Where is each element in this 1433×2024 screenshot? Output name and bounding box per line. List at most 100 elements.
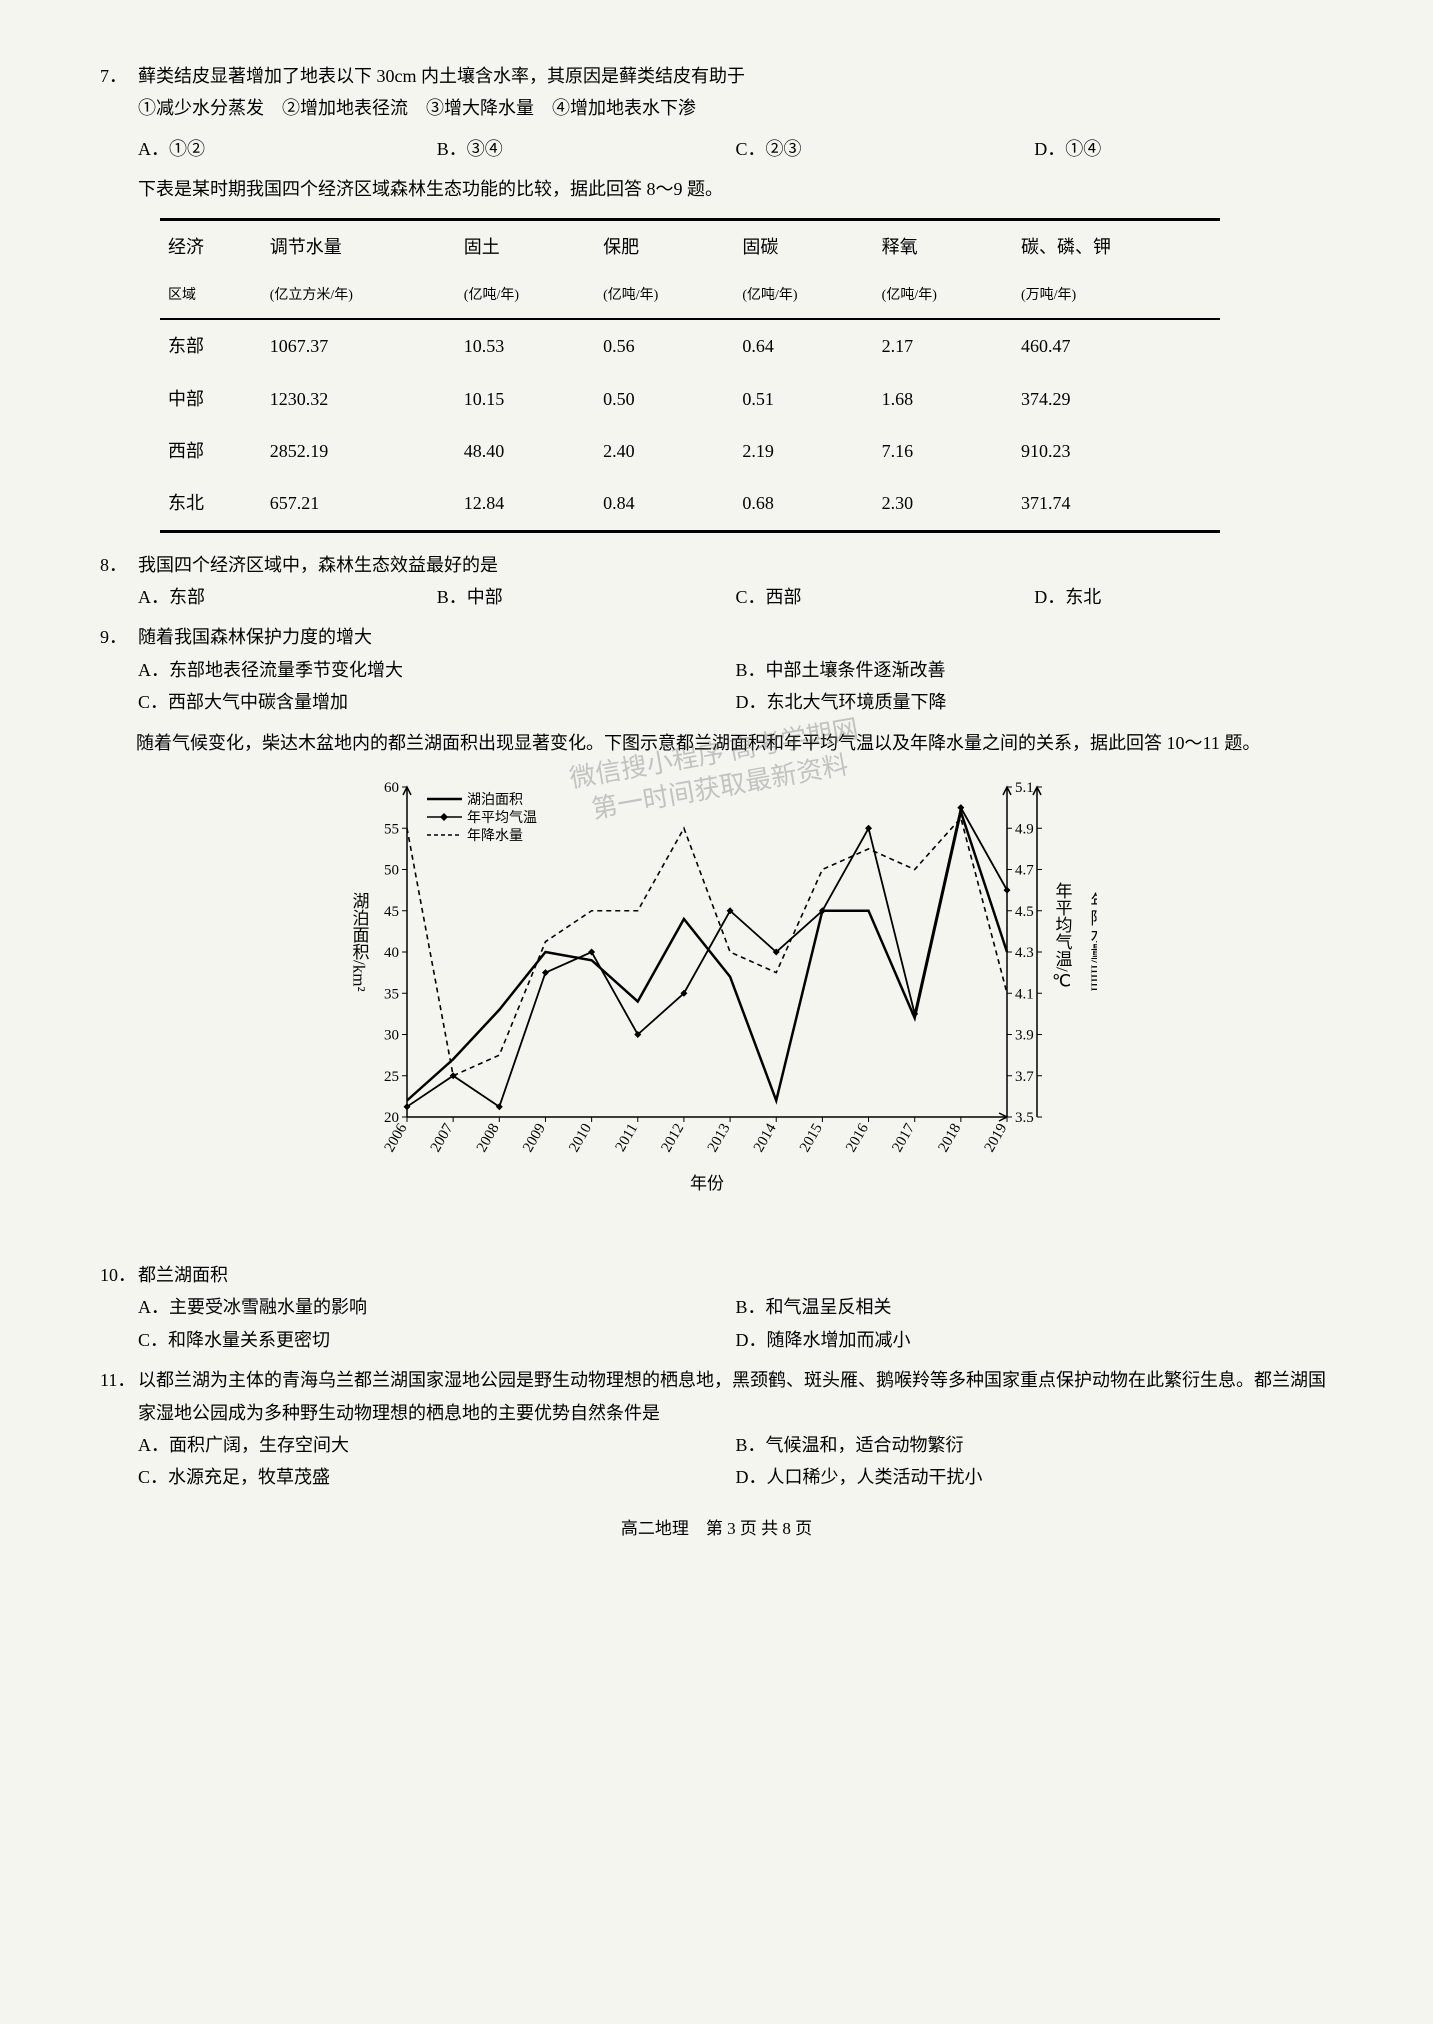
table-cell: 0.68 — [734, 477, 873, 531]
table-cell: 371.74 — [1013, 477, 1220, 531]
svg-text:25: 25 — [384, 1069, 399, 1085]
th-soil: 固土 — [456, 219, 595, 273]
svg-text:4.5: 4.5 — [1015, 904, 1034, 920]
q11-opt-c: C．水源充足，牧草茂盛 — [138, 1461, 736, 1493]
table-row: 东部1067.3710.530.560.642.17460.47 — [160, 319, 1220, 372]
table-cell: 1.68 — [874, 373, 1013, 425]
table-cell: 48.40 — [456, 425, 595, 477]
th-cpk: 碳、磷、钾 — [1013, 219, 1220, 273]
question-10: 10． 都兰湖面积 A．主要受冰雪融水量的影响 B．和气温呈反相关 C．和降水量… — [100, 1259, 1333, 1356]
q9-number: 9． — [100, 621, 138, 653]
q11-opt-b: B．气候温和，适合动物繁衍 — [736, 1429, 1334, 1461]
th-fert: 保肥 — [595, 219, 734, 273]
table-cell: 12.84 — [456, 477, 595, 531]
q11-opt-d: D．人口稀少，人类活动干扰小 — [736, 1461, 1334, 1493]
table-cell: 0.84 — [595, 477, 734, 531]
q8-text: 我国四个经济区域中，森林生态效益最好的是 — [138, 549, 1333, 581]
svg-text:年平均气温: 年平均气温 — [467, 810, 537, 826]
table-cell: 657.21 — [262, 477, 456, 531]
svg-text:2010: 2010 — [566, 1121, 595, 1155]
table-cell: 910.23 — [1013, 425, 1220, 477]
table-cell: 10.53 — [456, 319, 595, 372]
table-intro: 下表是某时期我国四个经济区域森林生态功能的比较，据此回答 8～9 题。 — [100, 173, 1333, 205]
svg-text:35: 35 — [384, 986, 399, 1002]
svg-text:2009: 2009 — [520, 1121, 549, 1155]
table-head-row1: 经济 调节水量 固土 保肥 固碳 释氧 碳、磷、钾 — [160, 219, 1220, 273]
table-row: 中部1230.3210.150.500.511.68374.29 — [160, 373, 1220, 425]
q11-number: 11． — [100, 1364, 138, 1429]
th-soil-u: (亿吨/年) — [456, 273, 595, 319]
th-carbon: 固碳 — [734, 219, 873, 273]
q10-options: A．主要受冰雪融水量的影响 B．和气温呈反相关 C．和降水量关系更密切 D．随降… — [100, 1291, 1333, 1356]
svg-text:年降水量/mm: 年降水量/mm — [1087, 892, 1097, 991]
lake-chart: 2025303540455055603.53.73.94.14.34.54.74… — [337, 767, 1097, 1247]
table-cell: 460.47 — [1013, 319, 1220, 372]
svg-text:5.1: 5.1 — [1015, 780, 1034, 796]
svg-text:4.7: 4.7 — [1015, 863, 1034, 879]
q8-opt-b: B．中部 — [437, 581, 736, 613]
svg-text:4.1: 4.1 — [1015, 986, 1034, 1002]
th-cpk-u: (万吨/年) — [1013, 273, 1220, 319]
q9-text: 随着我国森林保护力度的增大 — [138, 621, 1333, 653]
svg-text:2012: 2012 — [658, 1121, 687, 1155]
svg-text:2019: 2019 — [981, 1121, 1010, 1155]
page-footer: 高二地理 第 3 页 共 8 页 — [100, 1514, 1333, 1545]
svg-text:4.3: 4.3 — [1015, 945, 1034, 961]
q7-opt-d: D．①④ — [1034, 133, 1333, 165]
svg-text:3.9: 3.9 — [1015, 1028, 1034, 1044]
table-cell: 0.51 — [734, 373, 873, 425]
forest-ecology-table: 经济 调节水量 固土 保肥 固碳 释氧 碳、磷、钾 区域 (亿立方米/年) (亿… — [160, 218, 1220, 533]
q9-opt-d: D．东北大气环境质量下降 — [736, 686, 1334, 718]
th-oxygen-u: (亿吨/年) — [874, 273, 1013, 319]
svg-text:2011: 2011 — [612, 1121, 641, 1155]
q10-opt-b: B．和气温呈反相关 — [736, 1291, 1334, 1323]
q8-opt-a: A．东部 — [138, 581, 437, 613]
q7-options: A．①② B．③④ C．②③ D．①④ — [100, 133, 1333, 165]
chart-intro: 随着气候变化，柴达木盆地内的都兰湖面积出现显著变化。下图示意都兰湖面积和年平均气… — [100, 727, 1333, 759]
q7-opt-b: B．③④ — [437, 133, 736, 165]
svg-text:2016: 2016 — [843, 1121, 872, 1155]
th-oxygen: 释氧 — [874, 219, 1013, 273]
q10-text: 都兰湖面积 — [138, 1259, 1333, 1291]
table-cell: 西部 — [160, 425, 262, 477]
q7-subtext: ①减少水分蒸发 ②增加地表径流 ③增大降水量 ④增加地表水下渗 — [100, 92, 1333, 124]
th-region-u: 区域 — [160, 273, 262, 319]
table-cell: 1230.32 — [262, 373, 456, 425]
q7-number: 7． — [100, 60, 138, 92]
question-8: 8． 我国四个经济区域中，森林生态效益最好的是 A．东部 B．中部 C．西部 D… — [100, 549, 1333, 614]
q8-opt-c: C．西部 — [736, 581, 1035, 613]
q9-opt-c: C．西部大气中碳含量增加 — [138, 686, 736, 718]
q8-options: A．东部 B．中部 C．西部 D．东北 — [100, 581, 1333, 613]
q10-opt-c: C．和降水量关系更密切 — [138, 1324, 736, 1356]
table-cell: 374.29 — [1013, 373, 1220, 425]
th-water: 调节水量 — [262, 219, 456, 273]
svg-text:45: 45 — [384, 904, 399, 920]
table-cell: 东部 — [160, 319, 262, 372]
svg-text:2015: 2015 — [796, 1121, 825, 1155]
chart-container: 微信搜小程序 高考学期网 第一时间获取最新资料 2025303540455055… — [100, 767, 1333, 1247]
th-region: 经济 — [160, 219, 262, 273]
q7-opt-a: A．①② — [138, 133, 437, 165]
table-cell: 2.19 — [734, 425, 873, 477]
svg-text:2017: 2017 — [889, 1121, 918, 1155]
q8-number: 8． — [100, 549, 138, 581]
table-head-row2: 区域 (亿立方米/年) (亿吨/年) (亿吨/年) (亿吨/年) (亿吨/年) … — [160, 273, 1220, 319]
table-cell: 10.15 — [456, 373, 595, 425]
svg-text:2007: 2007 — [427, 1121, 456, 1155]
q10-opt-a: A．主要受冰雪融水量的影响 — [138, 1291, 736, 1323]
table-cell: 2.30 — [874, 477, 1013, 531]
question-9: 9． 随着我国森林保护力度的增大 A．东部地表径流量季节变化增大 B．中部土壤条… — [100, 621, 1333, 718]
q9-opt-a: A．东部地表径流量季节变化增大 — [138, 654, 736, 686]
svg-text:年降水量: 年降水量 — [467, 828, 523, 844]
table-cell: 中部 — [160, 373, 262, 425]
table-cell: 2.17 — [874, 319, 1013, 372]
svg-text:2008: 2008 — [473, 1121, 502, 1155]
q8-opt-d: D．东北 — [1034, 581, 1333, 613]
svg-text:湖泊面积: 湖泊面积 — [467, 792, 523, 808]
q9-opt-b: B．中部土壤条件逐渐改善 — [736, 654, 1334, 686]
table-cell: 东北 — [160, 477, 262, 531]
th-water-u: (亿立方米/年) — [262, 273, 456, 319]
q10-opt-d: D．随降水增加而减小 — [736, 1324, 1334, 1356]
q10-number: 10． — [100, 1259, 138, 1291]
svg-text:年平均气温/℃: 年平均气温/℃ — [1052, 882, 1072, 992]
